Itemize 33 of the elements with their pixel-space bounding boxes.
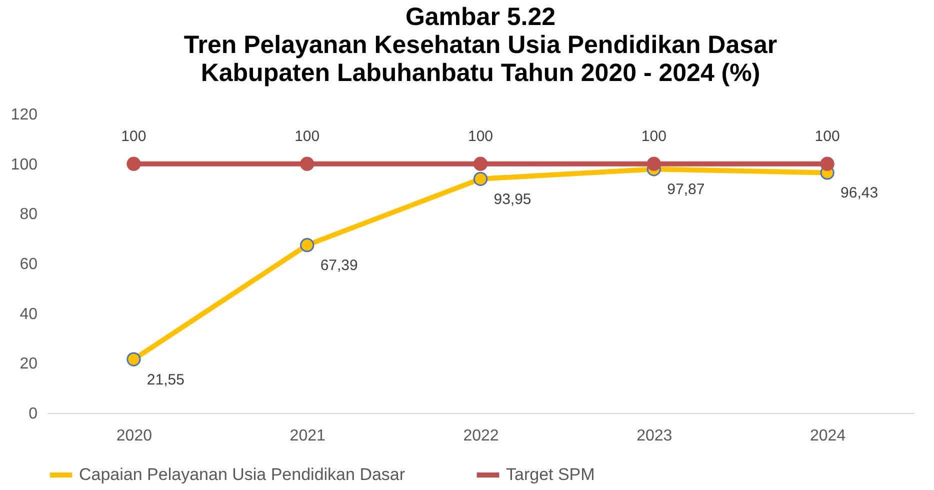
data-label: 100 — [121, 128, 146, 145]
point — [300, 238, 314, 252]
y-tick-label: 60 — [20, 256, 38, 273]
data-label: 67,39 — [320, 257, 358, 274]
x-tick-label: 2022 — [463, 428, 499, 444]
point — [473, 156, 488, 171]
point — [300, 156, 314, 171]
y-tick-label: 80 — [20, 206, 38, 224]
y-tick-label: 20 — [20, 356, 38, 373]
data-label: 97,87 — [667, 181, 705, 198]
data-label: 100 — [294, 128, 320, 145]
x-tick-label: 2020 — [116, 428, 152, 444]
data-label: 21,55 — [146, 371, 184, 388]
data-label: 100 — [814, 128, 840, 145]
x-tick-label: 2024 — [810, 428, 846, 444]
point — [646, 156, 661, 171]
point — [473, 172, 488, 186]
point — [820, 156, 834, 171]
y-tick-label: 0 — [28, 406, 38, 422]
legend-label: Capaian Pelayanan Usia Pendidikan Dasar — [79, 465, 406, 484]
y-tick-label: 120 — [10, 106, 38, 124]
x-tick-label: 2021 — [290, 428, 326, 444]
x-tick-label: 2023 — [636, 428, 672, 444]
y-tick-label: 100 — [10, 156, 38, 174]
data-label: 93,95 — [494, 190, 532, 208]
point — [126, 352, 141, 366]
chart-title: Gambar 5.22 Tren Pelayanan Kesehatan Usia Pendidikan Dasar Kabupaten Labuhanbatu Tahun 2020 - 2024 (%) — [184, 3, 778, 87]
data-label: 96,43 — [840, 184, 878, 202]
point — [126, 156, 141, 171]
y-tick-label: 40 — [20, 306, 38, 323]
data-label: 100 — [468, 128, 494, 145]
legend-label: Target SPM — [506, 465, 595, 484]
data-label: 100 — [641, 128, 666, 145]
